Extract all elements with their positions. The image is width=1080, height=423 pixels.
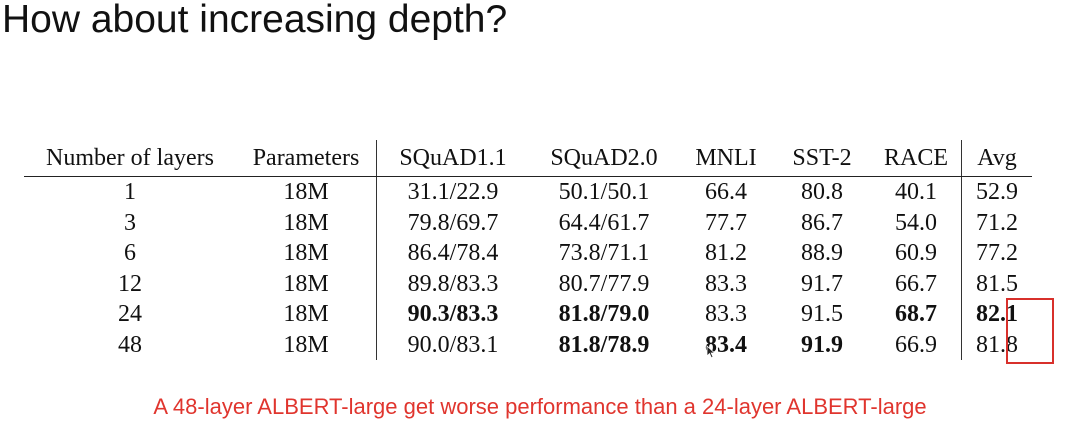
cell-squad11: 90.0/83.1 <box>376 329 529 360</box>
cell-avg: 52.9 <box>961 176 1032 208</box>
cell-mnli: 77.7 <box>705 209 747 236</box>
cell-race: 68.7 <box>895 301 937 327</box>
cell-sst2: 86.7 <box>801 209 843 236</box>
table-row: 48 18M 90.0/83.1 81.8/78.9 83.4 91.9 66.… <box>24 329 1032 360</box>
cell-squad20: 81.8/78.9 <box>558 331 650 358</box>
cell-mnli: 81.2 <box>705 240 747 266</box>
cell-squad20: 50.1/50.1 <box>558 179 650 205</box>
cell-squad11: 90.3/83.3 <box>376 299 529 330</box>
header-mnli: MNLI <box>679 140 773 177</box>
cell-layers: 1 <box>124 179 136 205</box>
cell-avg: 82.1 <box>961 299 1032 330</box>
cell-squad11: 79.8/69.7 <box>376 207 529 238</box>
cell-mnli: 83.3 <box>705 301 747 327</box>
header-parameters: Parameters <box>236 140 377 177</box>
cell-parameters: 18M <box>283 179 329 205</box>
cell-layers: 48 <box>118 331 142 358</box>
slide-title: How about increasing depth? <box>2 0 508 41</box>
cell-mnli: 83.4 <box>705 331 747 358</box>
cell-layers: 3 <box>124 209 136 236</box>
cell-race: 60.9 <box>895 240 937 266</box>
header-squad11: SQuAD1.1 <box>376 140 529 177</box>
cell-parameters: 18M <box>283 209 329 236</box>
cell-race: 54.0 <box>895 209 937 236</box>
header-avg: Avg <box>961 140 1032 177</box>
header-sst2: SST-2 <box>773 140 871 177</box>
table-row: 3 18M 79.8/69.7 64.4/61.7 77.7 86.7 54.0… <box>24 207 1032 238</box>
cell-race: 66.7 <box>895 270 937 297</box>
table-row: 1 18M 31.1/22.9 50.1/50.1 66.4 80.8 40.1… <box>24 176 1032 208</box>
cell-squad20: 73.8/71.1 <box>558 240 650 266</box>
header-row: Number of layers Parameters SQuAD1.1 SQu… <box>24 140 1032 177</box>
cell-sst2: 91.7 <box>801 270 843 297</box>
cell-mnli: 66.4 <box>705 179 747 205</box>
cell-avg: 77.2 <box>961 238 1032 269</box>
cell-sst2: 91.9 <box>801 331 843 358</box>
cell-avg: 81.8 <box>961 329 1032 360</box>
cell-avg: 81.5 <box>961 268 1032 299</box>
caption: A 48-layer ALBERT-large get worse perfor… <box>153 394 927 419</box>
cell-parameters: 18M <box>283 270 329 297</box>
cell-layers: 6 <box>124 240 136 266</box>
cell-sst2: 91.5 <box>801 301 843 327</box>
cell-sst2: 80.8 <box>801 179 843 205</box>
avg-highlight-box <box>1006 298 1054 364</box>
cell-race: 40.1 <box>895 179 937 205</box>
table-row: 24 18M 90.3/83.3 81.8/79.0 83.3 91.5 68.… <box>24 299 1032 330</box>
table-row: 6 18M 86.4/78.4 73.8/71.1 81.2 88.9 60.9… <box>24 238 1032 269</box>
cell-squad20: 81.8/79.0 <box>558 301 650 327</box>
cell-squad20: 80.7/77.9 <box>558 270 650 297</box>
cell-race: 66.9 <box>895 331 937 358</box>
cell-mnli: 83.3 <box>705 270 747 297</box>
header-squad20: SQuAD2.0 <box>529 140 679 177</box>
cell-squad20: 64.4/61.7 <box>558 209 650 236</box>
results-table: Number of layers Parameters SQuAD1.1 SQu… <box>24 140 1032 360</box>
cell-sst2: 88.9 <box>801 240 843 266</box>
mouse-pointer-icon <box>706 345 716 359</box>
cell-squad11: 89.8/83.3 <box>376 268 529 299</box>
cell-parameters: 18M <box>283 240 329 266</box>
cell-parameters: 18M <box>283 331 329 358</box>
header-race: RACE <box>871 140 962 177</box>
cell-layers: 24 <box>118 301 142 327</box>
cell-layers: 12 <box>118 270 142 297</box>
cell-squad11: 86.4/78.4 <box>376 238 529 269</box>
cell-parameters: 18M <box>283 301 329 327</box>
table-row: 12 18M 89.8/83.3 80.7/77.9 83.3 91.7 66.… <box>24 268 1032 299</box>
cell-avg: 71.2 <box>961 207 1032 238</box>
header-number-of-layers: Number of layers <box>24 140 236 177</box>
cell-squad11: 31.1/22.9 <box>376 176 529 208</box>
